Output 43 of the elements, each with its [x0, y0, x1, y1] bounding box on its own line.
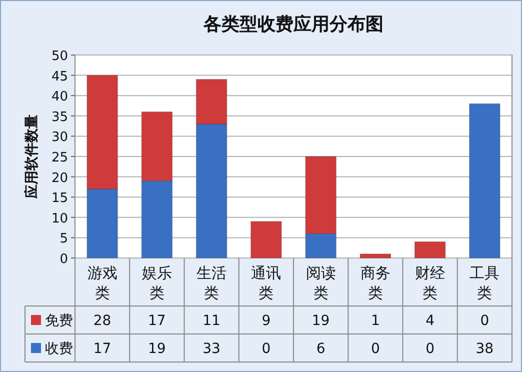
data-label: 9	[262, 313, 271, 329]
y-tick-label: 45	[51, 69, 68, 84]
x-tick-label: 工具类	[470, 264, 500, 302]
data-label: 0	[480, 313, 490, 329]
data-label: 4	[426, 313, 435, 329]
data-label: 19	[312, 313, 330, 329]
y-tick-label: 35	[51, 110, 68, 125]
data-label: 11	[202, 313, 220, 329]
data-label: 6	[316, 341, 326, 357]
x-tick-label: 游戏类	[87, 264, 118, 302]
y-axis-title: 应用软件数量	[23, 114, 40, 200]
legend-label: 免费	[45, 313, 73, 329]
chart-title: 各类型收费应用分布图	[202, 14, 384, 35]
data-label: 38	[476, 341, 494, 357]
bar	[469, 103, 500, 258]
data-label: 0	[426, 341, 435, 357]
y-tick-label: 30	[51, 130, 68, 146]
y-tick-label: 50	[51, 49, 68, 64]
x-tick-label: 阅读类	[306, 264, 336, 302]
y-tick-label: 0	[60, 252, 68, 267]
y-tick-label: 40	[51, 90, 68, 105]
data-label: 19	[148, 341, 166, 357]
bar	[250, 221, 282, 258]
y-tick-label: 15	[51, 191, 68, 206]
data-label: 33	[202, 341, 220, 357]
bar	[414, 242, 446, 258]
x-tick-label: 财经类	[415, 264, 446, 302]
y-tick-label: 5	[60, 232, 68, 247]
x-tick-label: 商务类	[360, 264, 390, 302]
x-tick-label: 通讯类	[251, 264, 282, 302]
y-tick-label: 10	[51, 211, 68, 226]
data-label: 28	[93, 313, 112, 329]
data-label: 0	[262, 341, 271, 357]
legend-label: 收费	[45, 341, 73, 357]
x-tick-label: 生活类	[196, 264, 227, 302]
data-label: 17	[148, 313, 166, 329]
data-label: 0	[370, 341, 380, 357]
data-label: 1	[370, 313, 380, 329]
bar	[360, 254, 391, 258]
y-tick-label: 20	[51, 170, 68, 186]
data-label: 17	[93, 341, 112, 357]
x-tick-label: 娱乐类	[142, 264, 172, 302]
y-tick-label: 25	[51, 150, 68, 166]
